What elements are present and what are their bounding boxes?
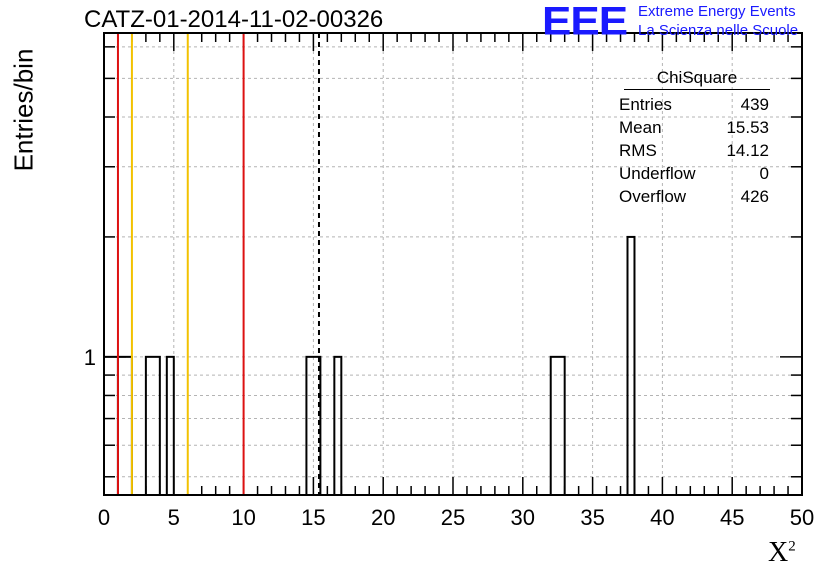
stats-row-mean: Mean 15.53 [612, 116, 774, 139]
stats-row-rms: RMS 14.12 [612, 139, 774, 162]
histogram-bin [144, 355, 161, 496]
stats-row-overflow: Overflow 426 [612, 185, 774, 208]
chart-title: CATZ-01-2014-11-02-00326 [84, 6, 384, 33]
x-tick-label: 10 [231, 505, 255, 530]
plot-frame [103, 32, 803, 496]
stats-label: RMS [619, 141, 657, 160]
x-tick-label: 25 [441, 505, 465, 530]
x-axis-label: X2 [768, 537, 796, 569]
stats-row-entries: Entries 439 [612, 93, 774, 116]
stats-value: 15.53 [726, 118, 769, 137]
histogram-bin [333, 355, 343, 496]
stats-box: ChiSquare Entries 439 Mean 15.53 RMS 14.… [612, 68, 774, 208]
x-tick-label: 0 [98, 505, 110, 530]
stats-label: Entries [619, 95, 672, 114]
stats-value: 0 [759, 164, 769, 183]
x-tick-label: 20 [371, 505, 395, 530]
y-axis-label: Entries/bin [8, 48, 39, 172]
histogram-bin [103, 355, 119, 496]
y-tick-label: 1 [84, 345, 96, 370]
histogram-bin [626, 235, 636, 496]
x-axis-label-superscript: 2 [788, 538, 796, 555]
x-tick-label: 35 [580, 505, 604, 530]
stats-title: ChiSquare [624, 68, 770, 90]
stats-value: 439 [740, 95, 769, 114]
logo-tagline-2: La Scienza nelle Scuole [638, 22, 799, 39]
histogram-bin [549, 355, 566, 496]
stats-label: Underflow [619, 164, 696, 183]
histogram-bin [165, 355, 175, 496]
histogram-bin [116, 355, 133, 496]
stats-row-underflow: Underflow 0 [612, 162, 774, 185]
stats-label: Mean [619, 118, 662, 137]
stats-label: Overflow [619, 187, 687, 206]
eee-logo: EEE [542, 0, 628, 44]
y-axis-label-box: Entries/bin [8, 40, 39, 180]
stats-value: 14.12 [726, 141, 769, 160]
stats-value: 426 [740, 187, 769, 206]
x-axis-label-symbol: X [768, 537, 789, 568]
x-tick-label: 50 [790, 505, 814, 530]
x-tick-label: 5 [168, 505, 180, 530]
x-tick-label: 45 [720, 505, 744, 530]
x-tick-label: 15 [301, 505, 325, 530]
x-tick-label: 30 [511, 505, 535, 530]
logo-tagline-1: Extreme Energy Events [638, 3, 796, 20]
x-tick-label: 40 [650, 505, 674, 530]
